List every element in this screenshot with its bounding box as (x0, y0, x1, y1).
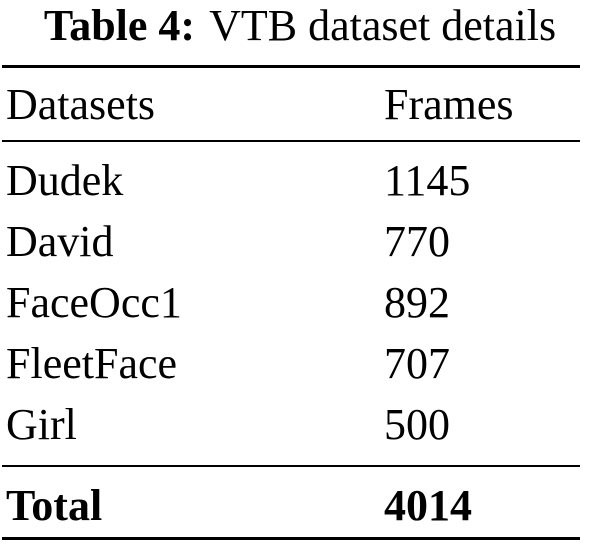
dataset-frames: 500 (384, 400, 450, 449)
caption-label: Table 4: (43, 1, 196, 50)
total-label: Total (6, 481, 103, 530)
header-rule (2, 140, 580, 142)
dataset-frames: 892 (384, 278, 450, 327)
dataset-name: Dudek (6, 156, 124, 205)
total-frames: 4014 (384, 481, 472, 530)
bottom-rule (2, 537, 580, 540)
dataset-name: Girl (6, 400, 77, 449)
dataset-name: FleetFace (6, 339, 178, 388)
dataset-name: FaceOcc1 (6, 278, 182, 327)
top-rule (2, 65, 580, 68)
total-rule (2, 465, 580, 467)
caption-text: VTB dataset details (209, 1, 557, 50)
dataset-frames: 1145 (384, 156, 471, 205)
dataset-name: David (6, 217, 114, 266)
table-caption: Table 4: VTB dataset details (0, 2, 600, 50)
dataset-frames: 707 (384, 339, 450, 388)
dataset-frames: 770 (384, 217, 450, 266)
header-datasets: Datasets (6, 80, 156, 129)
header-frames: Frames (384, 80, 514, 129)
